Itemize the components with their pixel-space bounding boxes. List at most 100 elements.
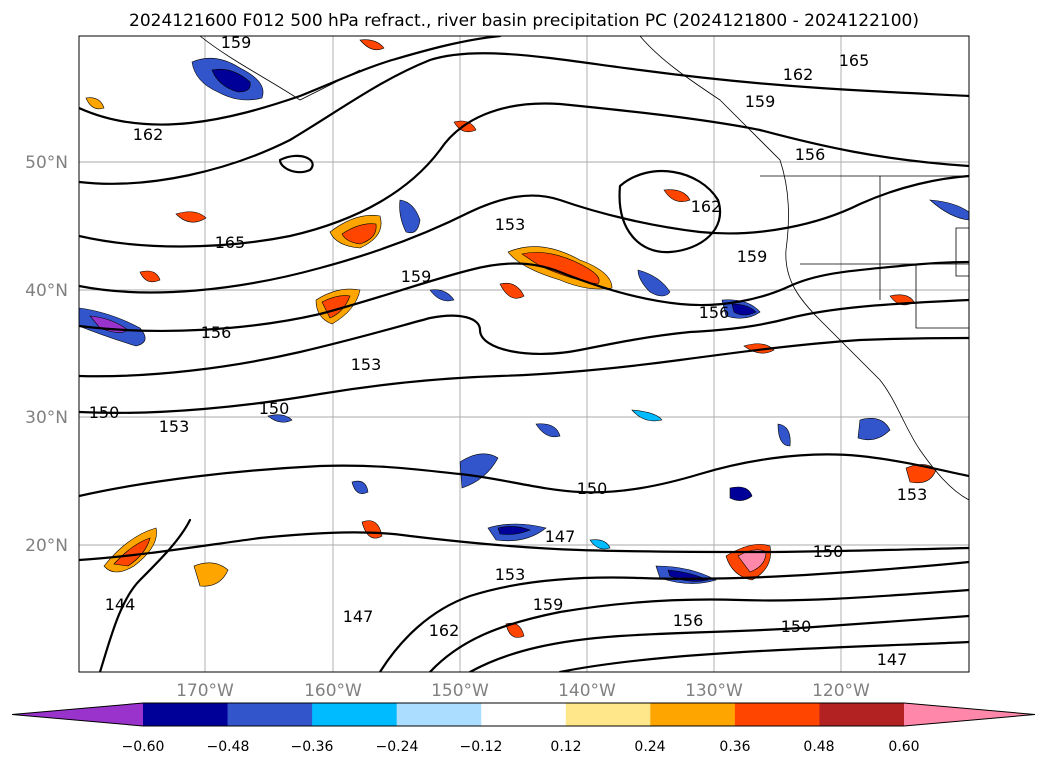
precip-negative-area — [589, 539, 611, 550]
contour-label: 162 — [429, 621, 460, 640]
coastlines — [199, 36, 969, 501]
precip-negative-area — [535, 423, 561, 438]
contour-label: 147 — [343, 607, 374, 626]
precip-positive-area — [139, 270, 161, 283]
contour-label: 162 — [133, 125, 164, 144]
contour-label: 156 — [699, 303, 730, 322]
lat-label-20n: 20°N — [25, 536, 68, 556]
contour-labels: 159 165 162 159 162 156 165 153 162 159 … — [89, 33, 928, 669]
precip-positive-area — [193, 562, 229, 587]
precip-negative-area — [429, 289, 455, 302]
contour-label: 144 — [105, 595, 136, 614]
precip-negative-area — [631, 409, 663, 422]
figure-title: 2024121600 F012 500 hPa refract., river … — [129, 11, 919, 31]
contour-label: 153 — [897, 485, 928, 504]
colorbar-swatch — [143, 703, 229, 726]
map-panel: 159 165 162 159 162 156 165 153 162 159 … — [79, 33, 969, 672]
contour-label: 165 — [839, 51, 870, 70]
precip-negative-area — [459, 453, 499, 489]
lon-label-120w: 120°W — [812, 681, 870, 701]
colorbar-outline — [11, 702, 1036, 727]
precip-positive-area — [85, 97, 105, 110]
contour-label: 153 — [351, 355, 382, 374]
precip-negative-area — [929, 199, 969, 221]
precip-positive-area — [359, 39, 385, 51]
colorbar-tick-label: 0.36 — [719, 739, 750, 755]
contour-label: 153 — [159, 417, 190, 436]
colorbar-extend-high — [904, 703, 1035, 726]
precip-negative-area — [351, 480, 369, 494]
contour-label: 156 — [673, 611, 704, 630]
precip-negative-area — [857, 418, 891, 441]
precip-negative-area — [267, 414, 293, 423]
precip-negative-core — [211, 68, 251, 93]
colorbar-tick-label: −0.12 — [460, 739, 503, 755]
contour-label: 159 — [401, 267, 432, 286]
precip-negative-core — [497, 526, 531, 535]
contour-label: 150 — [813, 542, 844, 561]
colorbar-tick-label: 0.60 — [888, 739, 919, 755]
contour-label: 153 — [495, 215, 526, 234]
precip-negative-area — [729, 486, 753, 501]
lon-label-140w: 140°W — [558, 681, 616, 701]
precip-positive-area — [499, 282, 525, 299]
contour-label: 159 — [533, 595, 564, 614]
lat-label-30n: 30°N — [25, 408, 68, 428]
colorbar-tick-label: −0.60 — [122, 739, 165, 755]
lat-label-40n: 40°N — [25, 281, 68, 301]
contour-label: 156 — [201, 323, 232, 342]
refractivity-contours — [79, 36, 969, 672]
lat-label-50n: 50°N — [25, 153, 68, 173]
colorbar-extend-low — [12, 703, 143, 726]
precip-positive-core — [521, 252, 600, 285]
precip-negative-area — [399, 199, 421, 234]
precip-negative-area — [637, 269, 671, 297]
colorbar-tick-label: −0.24 — [376, 739, 419, 755]
colorbar-swatch — [227, 703, 313, 726]
contour-label: 153 — [495, 565, 526, 584]
contour-label: 159 — [221, 33, 252, 52]
precip-positive-core — [113, 537, 151, 567]
colorbar-swatch — [481, 703, 567, 726]
colorbar-swatch — [312, 703, 398, 726]
contour-label: 147 — [545, 527, 576, 546]
precip-negative-area — [777, 423, 791, 447]
colorbar-tick-label: −0.36 — [291, 739, 334, 755]
lon-label-170w: 170°W — [176, 681, 234, 701]
longitude-labels: 170°W 160°W 150°W 140°W 130°W 120°W — [176, 681, 870, 701]
colorbar-tick-label: 0.12 — [550, 739, 581, 755]
precip-negative-core — [731, 303, 757, 316]
contour-label: 156 — [795, 145, 826, 164]
colorbar-swatches — [11, 702, 1036, 727]
contour-label: 162 — [783, 65, 814, 84]
contour-label: 150 — [577, 479, 608, 498]
map-frame — [78, 35, 970, 673]
colorbar-ticks: −0.60 −0.48 −0.36 −0.24 −0.12 0.12 0.24 … — [122, 739, 920, 755]
lon-label-150w: 150°W — [431, 681, 489, 701]
colorbar-swatch — [734, 703, 820, 726]
precip-positive-area — [663, 189, 691, 202]
precip-shading — [79, 39, 969, 638]
colorbar-swatch — [565, 703, 651, 726]
colorbar-swatch — [650, 703, 736, 726]
contour-label: 150 — [781, 617, 812, 636]
contour-label: 159 — [737, 247, 768, 266]
lon-label-160w: 160°W — [304, 681, 362, 701]
colorbar-swatch — [819, 703, 905, 726]
latitude-labels: 50°N 40°N 30°N 20°N — [25, 153, 68, 556]
gridlines — [79, 36, 969, 672]
contour-label: 162 — [691, 197, 722, 216]
contour-label: 150 — [89, 403, 120, 422]
contour-label: 147 — [877, 650, 908, 669]
colorbar-swatch — [396, 703, 482, 726]
contour-label: 159 — [745, 92, 776, 111]
contour-label: 165 — [215, 233, 246, 252]
colorbar: −0.60 −0.48 −0.36 −0.24 −0.12 0.12 0.24 … — [11, 702, 1036, 755]
lon-label-130w: 130°W — [685, 681, 743, 701]
contour-label: 150 — [259, 399, 290, 418]
colorbar-tick-label: 0.24 — [634, 739, 665, 755]
precip-positive-area — [175, 211, 207, 223]
colorbar-tick-label: −0.48 — [207, 739, 250, 755]
precip-positive-core — [341, 223, 377, 245]
